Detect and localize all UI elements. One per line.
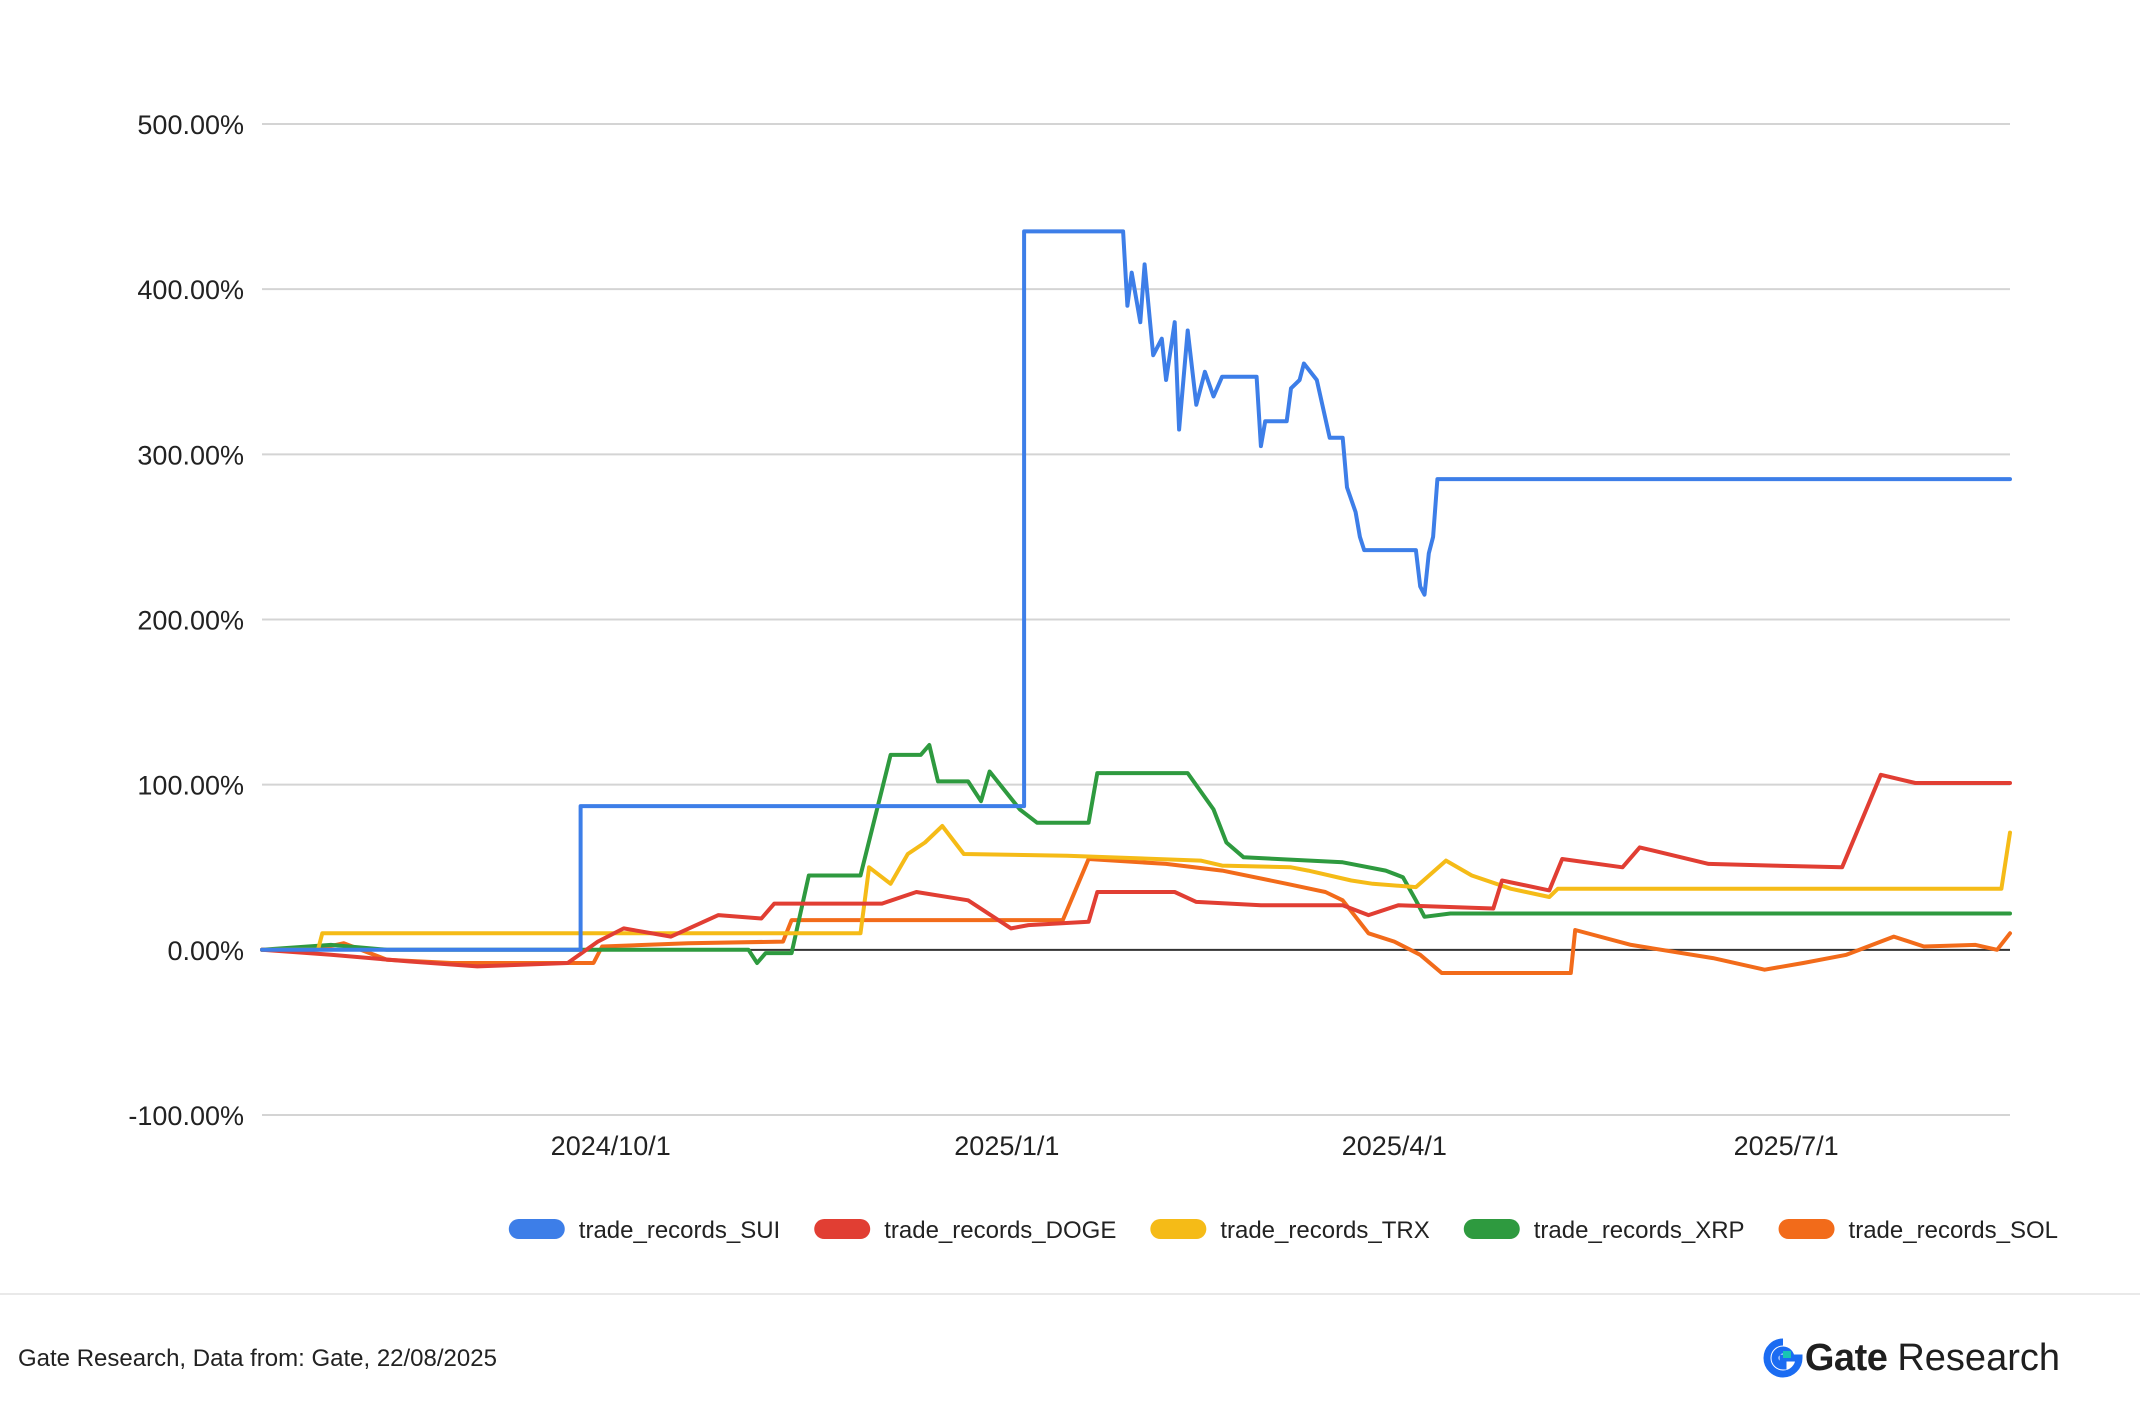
legend: trade_records_SUI trade_records_DOGE trade… — [508, 1217, 2058, 1244]
y-tick-label: 400.00% — [137, 275, 244, 305]
y-tick-label: -100.00% — [128, 1101, 244, 1131]
legend-swatch-trade-records-sui — [508, 1219, 565, 1239]
series-line-trade-records-sol — [260, 857, 2012, 975]
legend-swatch-trade-records-sol — [1778, 1219, 1835, 1239]
y-tick-label: 100.00% — [137, 771, 244, 801]
legend-label-trade-records-xrp: trade_records_XRP — [1534, 1217, 1745, 1244]
x-tick-label: 2025/7/1 — [1734, 1131, 1839, 1161]
footer-divider — [0, 1293, 2140, 1295]
y-tick-label: 300.00% — [137, 440, 244, 470]
y-tick-label: 200.00% — [137, 606, 244, 636]
series-line-trade-records-sui — [260, 229, 2012, 952]
brand-name: Gate — [1804, 1336, 1888, 1379]
legend-label-trade-records-trx: trade_records_TRX — [1220, 1217, 1429, 1244]
gate-logo-icon — [1763, 1338, 1803, 1378]
series-line-trade-records-trx — [260, 824, 2012, 952]
series-line-trade-records-xrp — [260, 743, 2012, 965]
brand-suffix: Research — [1897, 1336, 2060, 1379]
x-tick-label: 2025/4/1 — [1342, 1131, 1447, 1161]
legend-swatch-trade-records-trx — [1150, 1219, 1207, 1239]
chart-area: 500.00% 400.00% 300.00% 200.00% 100.00% 0.00%… — [128, 110, 2058, 1244]
line-chart: 500.00% 400.00% 300.00% 200.00% 100.00% 0.00%… — [128, 110, 2058, 1244]
series-lines — [260, 229, 2012, 975]
legend-label-trade-records-doge: trade_records_DOGE — [884, 1217, 1116, 1244]
legend-label-trade-records-sol: trade_records_SOL — [1849, 1217, 2058, 1244]
brand-logo: Gate Research — [1763, 1330, 2060, 1386]
series-line-trade-records-doge — [260, 772, 2012, 969]
x-tick-label: 2025/1/1 — [954, 1131, 1059, 1161]
data-source-note: Gate Research, Data from: Gate, 22/08/20… — [18, 1345, 497, 1372]
legend-label-trade-records-sui: trade_records_SUI — [579, 1217, 780, 1244]
y-tick-label: 500.00% — [137, 110, 244, 140]
legend-swatch-trade-records-doge — [814, 1219, 871, 1239]
legend-swatch-trade-records-xrp — [1463, 1219, 1520, 1239]
y-axis-tick-labels: 500.00% 400.00% 300.00% 200.00% 100.00% 0.00%… — [128, 110, 244, 1131]
y-tick-label: 0.00% — [167, 936, 244, 966]
x-axis-tick-labels: 2024/10/1 2025/1/1 2025/4/1 2025/7/1 — [551, 1131, 1839, 1161]
x-tick-label: 2024/10/1 — [551, 1131, 671, 1161]
